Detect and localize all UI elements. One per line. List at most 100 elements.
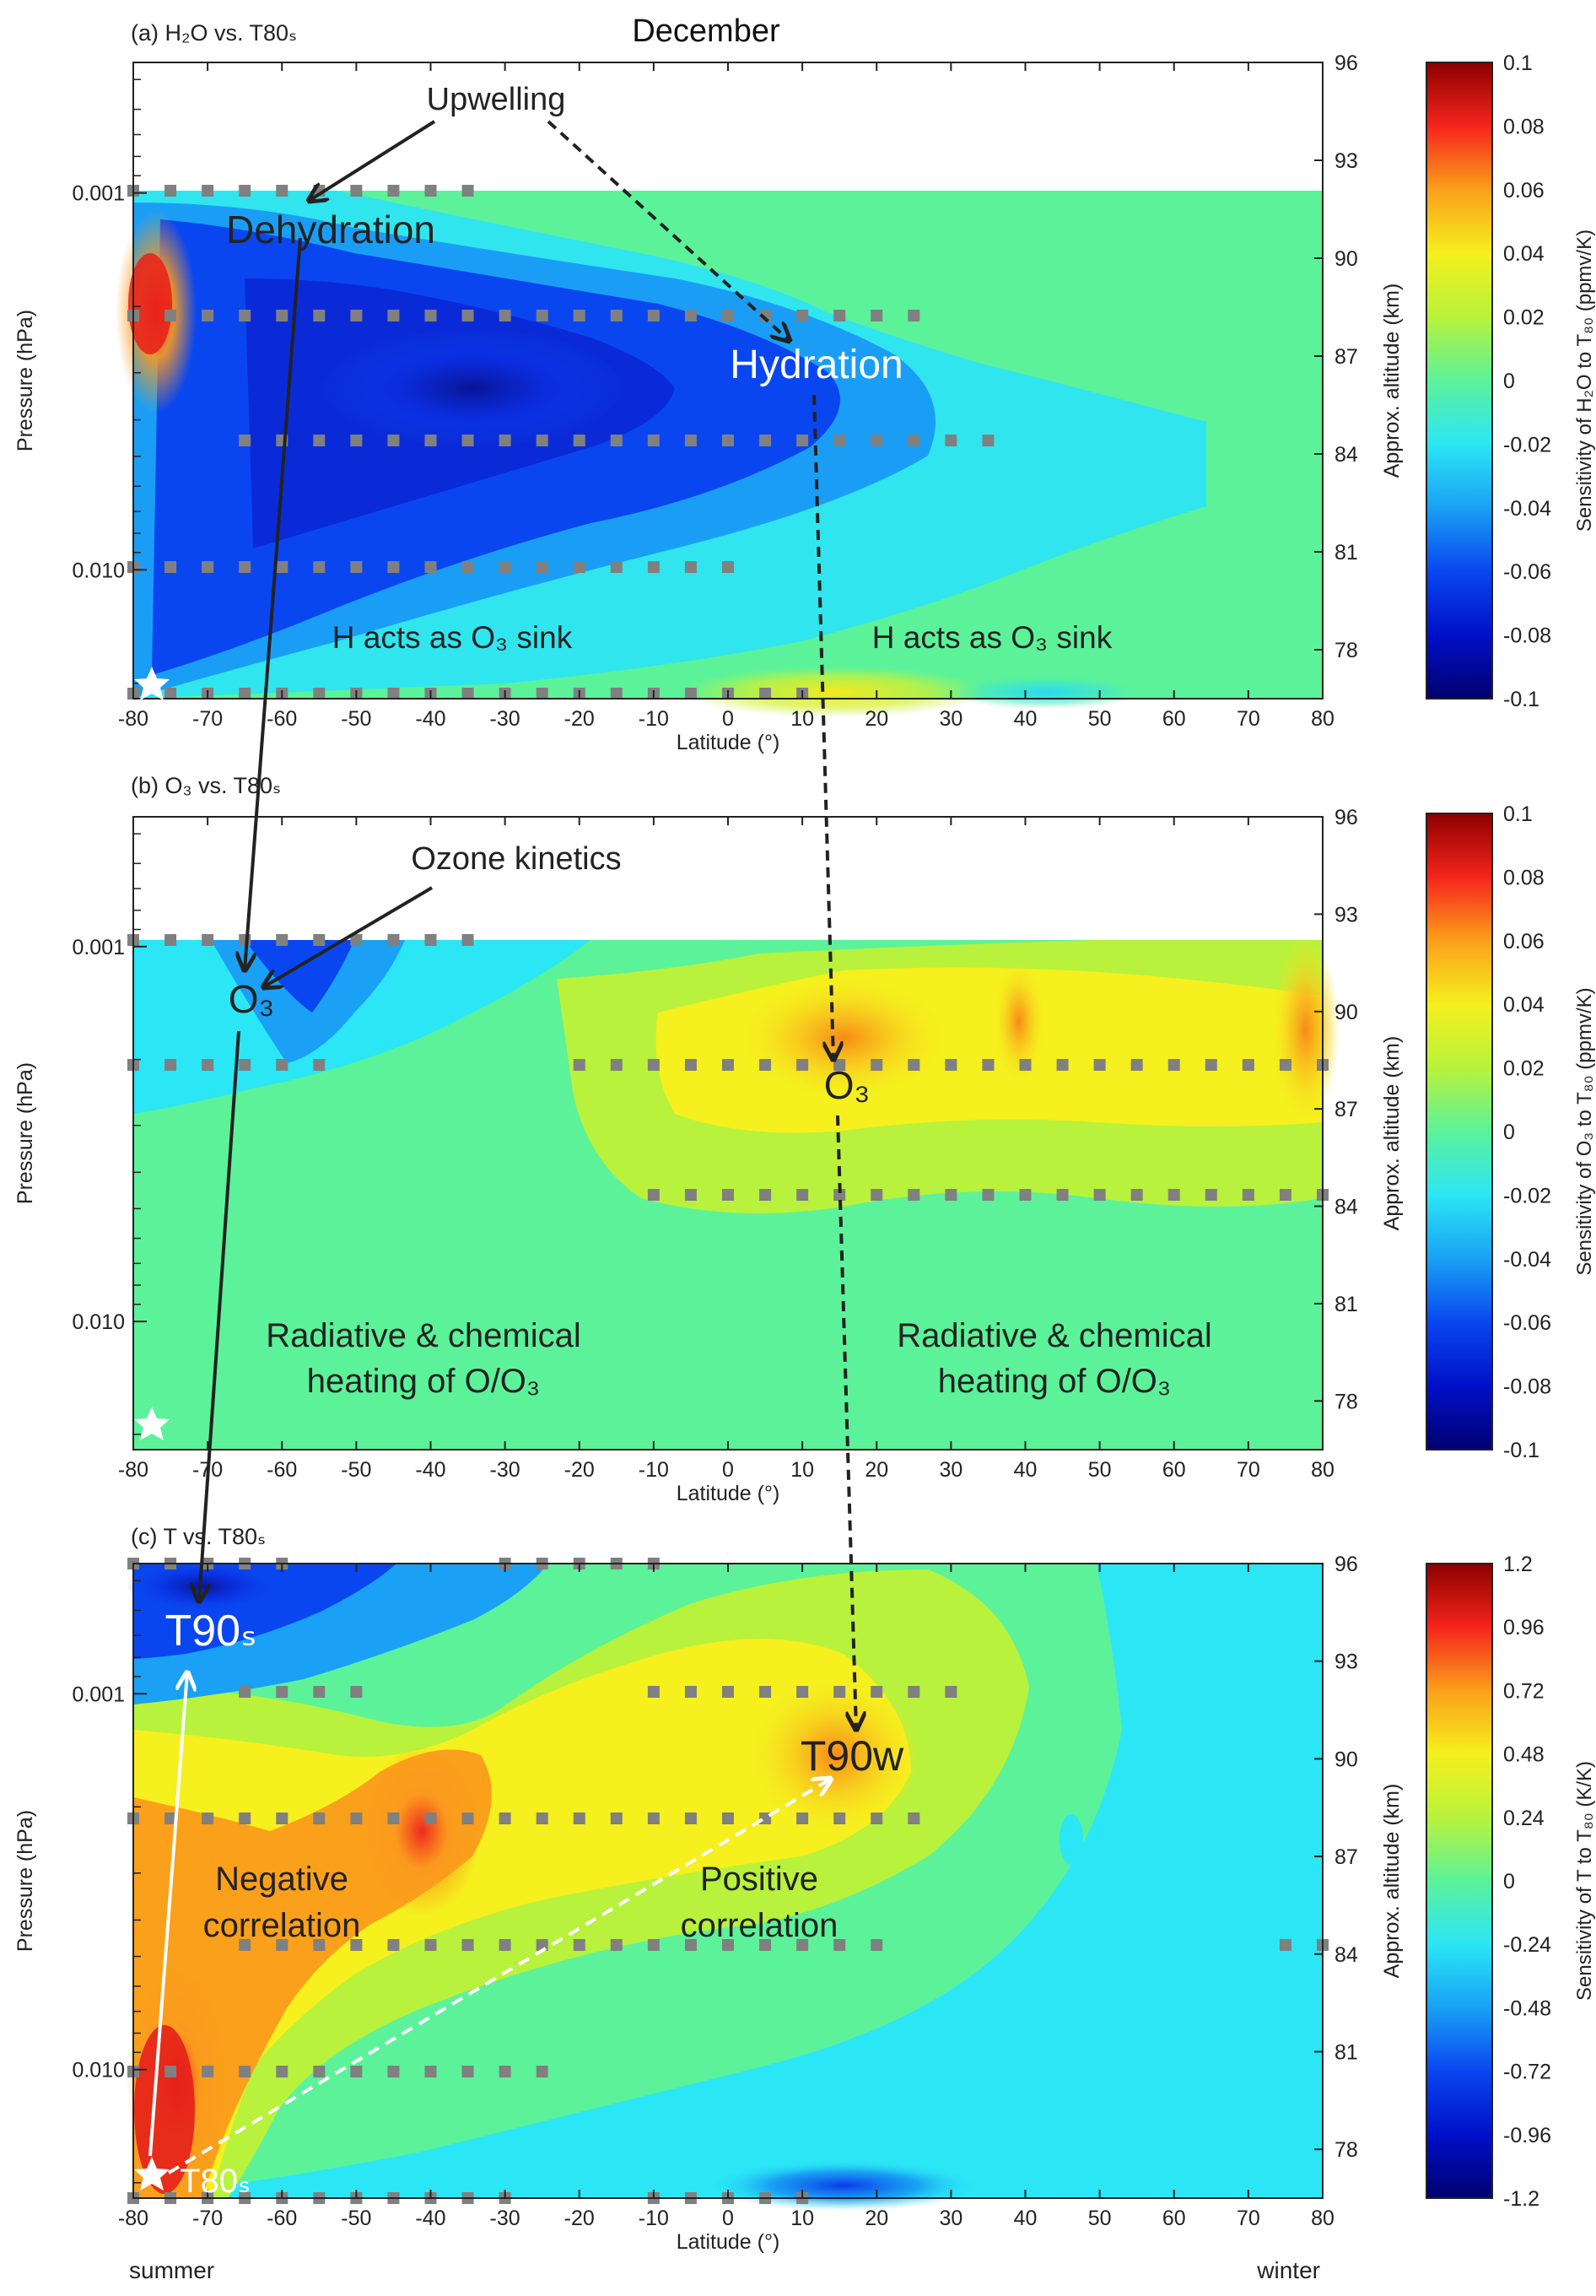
cbar-tick-label: 1.2 — [1503, 1553, 1533, 1576]
cbar-tick-label: 0.02 — [1503, 1057, 1545, 1081]
x-tick-label: 20 — [865, 1458, 888, 1482]
significance-dot — [313, 1812, 326, 1824]
significance-dot — [833, 1189, 846, 1201]
x-tick-label: -10 — [639, 707, 669, 731]
significance-dot — [239, 1686, 251, 1698]
annotation-hydration: Hydration — [730, 343, 903, 387]
significance-dot — [833, 1686, 846, 1698]
significance-dot — [276, 310, 288, 321]
annotation-negative-1: Negative — [215, 1861, 348, 1898]
significance-dot — [202, 561, 214, 573]
significance-dot — [684, 1812, 697, 1824]
arrow-ozone-kinetics — [263, 886, 434, 987]
significance-dot — [647, 310, 660, 321]
significance-dot — [833, 1939, 846, 1951]
significance-dot — [684, 435, 697, 446]
annotation-upwelling: Upwelling — [427, 82, 566, 117]
significance-dot — [945, 1189, 957, 1201]
x-tick-label: 60 — [1162, 1458, 1186, 1482]
significance-dot — [722, 1059, 734, 1071]
significance-dot — [871, 1812, 883, 1824]
pressure-tick-label: 0.010 — [72, 2059, 125, 2083]
panel-c-colorbar: 1.2 0.96 0.72 0.48 0.24 0 -0.24 -0.48 -0.72 -0.96… — [1426, 1553, 1596, 2211]
cbar-tick-label: -0.04 — [1503, 1248, 1551, 1272]
significance-dot — [945, 435, 957, 446]
cbar-tick-label: -0.96 — [1503, 2124, 1551, 2147]
significance-dot — [499, 310, 511, 321]
significance-dot — [239, 310, 251, 321]
significance-dot — [313, 688, 326, 700]
significance-dot — [871, 1059, 883, 1071]
significance-dot — [276, 1939, 288, 1951]
significance-dot — [350, 2066, 363, 2077]
significance-dot — [722, 561, 734, 573]
annotation-t90s: T90ₛ — [164, 1607, 256, 1656]
significance-dot — [461, 934, 474, 946]
x-tick-label: -60 — [267, 2207, 297, 2230]
panel-b-axes: -80 -70 -60 -50 -40 -30 -20 -10 0 10 20 30 40 50 60 70 8… — [13, 806, 1404, 1505]
significance-dot — [350, 1812, 363, 1824]
panel-b-annotations: Ozone kinetics O₃ O₃ Radiative & chemica… — [134, 841, 1212, 1440]
cbar-tick-label: 0.1 — [1503, 802, 1533, 826]
significance-dot — [164, 2066, 177, 2077]
alt-tick-label: 81 — [1334, 1293, 1358, 1316]
x-tick-label: 0 — [722, 2207, 734, 2230]
annotation-radiative-left-1: Radiative & chemical — [266, 1317, 581, 1354]
panel-c-cbar-label: Sensitivity of T to T₈₀ (K/K) — [1573, 1761, 1596, 2001]
x-tick-label: -30 — [490, 707, 520, 731]
significance-dot — [461, 310, 474, 321]
x-tick-label: 40 — [1014, 1458, 1038, 1482]
significance-dot — [387, 561, 400, 573]
significance-dot — [499, 2066, 511, 2077]
alt-tick-label: 90 — [1334, 1748, 1358, 1771]
panel-b-label: (b) O₃ vs. T80ₛ — [131, 773, 281, 798]
x-tick-label: -10 — [639, 1458, 669, 1482]
significance-dot — [796, 1939, 809, 1951]
significance-dot — [499, 1939, 511, 1951]
significance-dot — [573, 1939, 585, 1951]
significance-dot — [276, 1059, 288, 1071]
significance-dot — [239, 435, 251, 446]
significance-dot — [1130, 1189, 1143, 1201]
cbar-tick-label: -0.08 — [1503, 624, 1551, 648]
alt-tick-label: 96 — [1334, 51, 1358, 75]
significance-dot — [647, 1686, 660, 1698]
panel-a: (a) H₂O vs. T80ₛ -80 -70 -60 -50 -40 -30 -20 -1… — [13, 20, 1596, 754]
x-tick-label: 70 — [1237, 2207, 1260, 2230]
annotation-t80s: T80ₛ — [180, 2163, 251, 2200]
significance-dot — [164, 688, 177, 700]
significance-dot — [276, 1686, 288, 1698]
significance-dot — [350, 1686, 363, 1698]
x-tick-label: 30 — [939, 2207, 962, 2230]
cbar-tick-label: 0.08 — [1503, 115, 1545, 138]
cbar-tick-label: 0.72 — [1503, 1679, 1545, 1703]
x-tick-label: 10 — [790, 2207, 814, 2230]
significance-dot — [536, 1812, 548, 1824]
x-tick-label: -70 — [192, 2207, 223, 2230]
significance-dot — [536, 561, 548, 573]
alt-tick-label: 78 — [1334, 639, 1358, 662]
x-tick-label: 40 — [1014, 2207, 1038, 2230]
significance-dot — [1093, 1059, 1106, 1071]
alt-tick-label: 78 — [1334, 2138, 1358, 2162]
significance-dot — [536, 688, 548, 700]
x-tick-label: -30 — [490, 1458, 520, 1482]
arrow-upwelling-dehydration — [309, 120, 436, 201]
cbar-tick-label: -0.48 — [1503, 1996, 1551, 2020]
significance-dot — [276, 1812, 288, 1824]
cbar-tick-label: 0.96 — [1503, 1616, 1545, 1640]
significance-dot — [387, 435, 400, 446]
x-tick-label: -80 — [118, 2207, 148, 2230]
alt-axis-label: Approx. altitude (km) — [1380, 1036, 1404, 1231]
x-tick-label: 50 — [1088, 707, 1112, 731]
alt-axis-label: Approx. altitude (km) — [1380, 284, 1404, 478]
significance-dot — [684, 1939, 697, 1951]
significance-dot — [1205, 1189, 1217, 1201]
significance-dot — [350, 561, 363, 573]
significance-dot — [1019, 1059, 1032, 1071]
significance-dot — [796, 1686, 809, 1698]
significance-dot — [1279, 1939, 1291, 1951]
significance-dot — [796, 310, 809, 321]
significance-dot — [350, 1939, 363, 1951]
significance-dot — [759, 1939, 772, 1951]
